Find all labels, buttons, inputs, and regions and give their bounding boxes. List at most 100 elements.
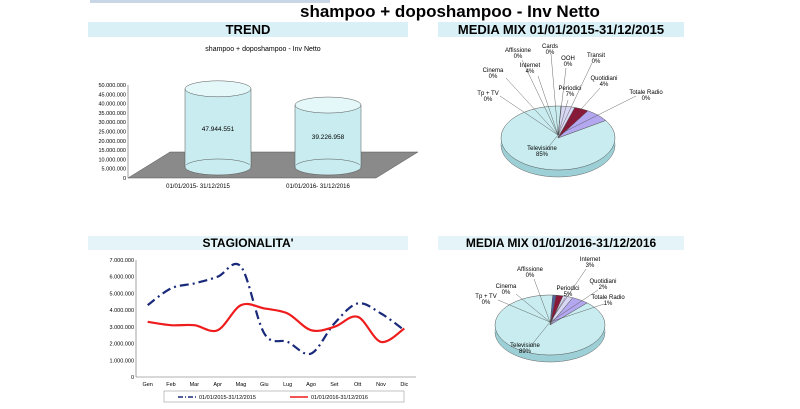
trend-floor: [127, 151, 419, 179]
trend-y-tick: 40.000.000: [98, 102, 126, 108]
line-y-tick: 5.000.000: [110, 291, 134, 297]
page-title: shampoo + doposhampoo - Inv Netto: [300, 2, 600, 21]
legend-label: 01/01/2015-31/12/2015: [199, 395, 256, 401]
trend-y-tick: 35.000.000: [98, 111, 126, 117]
pie-leader-line: [549, 303, 605, 323]
mediamix-2015-header: MEDIA MIX 01/01/2015-31/12/2015: [438, 22, 684, 37]
pie-leader-line: [497, 299, 551, 323]
line-x-tick: Nov: [376, 382, 386, 388]
pie-label-name: Quotidiani: [589, 279, 616, 285]
pie-label-value: 0%: [502, 290, 511, 296]
line-x-tick: Feb: [166, 382, 175, 388]
pie-label-name: Periodici: [556, 286, 579, 292]
trend-chart: shampoo + doposhampoo - Inv Netto 0 5.000…: [98, 46, 419, 190]
trend-category-label: 01/01/2015- 31/12/2015: [166, 184, 230, 190]
pie-leader-line: [533, 278, 551, 323]
line-y-tick: 2.000.000: [110, 342, 134, 348]
pie-label-name: Transit: [587, 53, 605, 59]
pie-label-name: Totale Radio: [629, 90, 663, 96]
trend-y-tick: 15.000.000: [98, 148, 126, 154]
line-x-tick: Dic: [400, 382, 408, 388]
pie-leader-line: [557, 62, 593, 136]
pie-label-value: 0%: [482, 300, 491, 306]
line-y-tick: 7.000.000: [110, 258, 134, 264]
pie-label-name: Cinema: [496, 284, 517, 290]
trend-chart-title: shampoo + doposhampoo - Inv Netto: [205, 46, 320, 53]
pie-leader-line: [499, 95, 559, 136]
pie-label-value: 0%: [564, 62, 573, 68]
line-legend-box: [163, 390, 405, 403]
pie-label-name: Quotidiani: [590, 76, 617, 82]
pie-label-name: Cards: [542, 44, 558, 50]
line-y-tick: 3.000.000: [110, 325, 134, 331]
line-y-tick: 6.000.000: [110, 275, 134, 281]
line-y-tick: 4.000.000: [110, 308, 134, 314]
line-x-tick: Giu: [260, 382, 269, 388]
pie-leader-line: [545, 134, 559, 151]
line-y-tick: 1.000.000: [110, 358, 134, 364]
pie-label-value: 7%: [566, 92, 575, 98]
pie-label-value: 89%: [519, 349, 532, 355]
trend-y-tick: 45.000.000: [98, 92, 126, 98]
stagionalita-chart: 0 1.000.000 2.000.000 3.000.000 4.000.000 5.0…: [110, 258, 416, 403]
trend-cylinder: [184, 80, 252, 176]
line-x-tick: Gen: [142, 382, 152, 388]
pie-label-value: 4%: [600, 82, 609, 88]
pie-leader-line: [521, 59, 559, 136]
line-x-tick: Apr: [213, 382, 222, 388]
pie-label-name: Tp + TV: [477, 91, 498, 97]
pie-leader-line: [529, 321, 551, 348]
pie-leader-line: [515, 293, 551, 323]
pie-label-value: 0%: [592, 59, 601, 65]
pie-label-value: 3%: [586, 263, 595, 269]
pie-leader-line: [537, 75, 559, 136]
pie-leader-line: [549, 289, 599, 323]
pie-leader-line: [557, 95, 637, 136]
pie-label-value: 0%: [514, 54, 523, 60]
pie-label-value: 0%: [642, 96, 651, 102]
trend-y-tick: 50.000.000: [98, 83, 126, 89]
trend-y-tick: 10.000.000: [98, 157, 126, 163]
pie-label-name: Televisione: [527, 146, 557, 152]
pie-label-name: Internet: [520, 63, 541, 69]
pie-label-name: Affissione: [505, 48, 532, 54]
stagionalita-header: STAGIONALITA': [88, 236, 408, 250]
trend-y-tick: 25.000.000: [98, 130, 126, 136]
line-x-tick: Set: [330, 382, 339, 388]
pie-label-value: 0%: [546, 50, 555, 56]
pie-label-name: Totale Radio: [591, 295, 625, 301]
line-x-tick: Ott: [354, 382, 362, 388]
mediamix-2015-pie: Televisione85%Periodici7%Quotidiani4%Int…: [477, 44, 663, 178]
pie-leader-line: [550, 53, 559, 136]
pie-label-name: Internet: [580, 257, 601, 263]
line-x-tick: Mar: [190, 382, 200, 388]
pie-label-name: Affissione: [517, 267, 544, 273]
pie-label-value: 85%: [536, 152, 549, 158]
pie-label-name: Cinema: [483, 68, 504, 74]
line-y-tick: 0: [131, 375, 134, 381]
pie-leader-line: [557, 87, 601, 136]
pie-label-value: 0%: [526, 273, 535, 279]
pie-label-value: 0%: [489, 74, 498, 80]
legend-label: 01/01/2016-31/12/2016: [311, 395, 368, 401]
pie-leader-line: [505, 77, 559, 136]
pie-label-value: 1%: [604, 301, 613, 307]
trend-header: TREND: [88, 22, 408, 37]
trend-y-tick: 0: [123, 176, 126, 182]
pie-label-value: 0%: [484, 97, 493, 103]
line-series-path: [147, 262, 405, 356]
pie-label-name: Tp + TV: [475, 294, 496, 300]
line-x-tick: Mag: [236, 382, 247, 388]
pie-leader-line: [549, 268, 587, 323]
trend-y-tick: 30.000.000: [98, 120, 126, 126]
pie-label-value: 2%: [599, 285, 608, 291]
trend-y-tick: 5.000.000: [102, 167, 126, 173]
trend-y-tick: 20.000.000: [98, 139, 126, 145]
trend-category-label: 01/01/2016- 31/12/2016: [286, 184, 350, 190]
pie-label-name: OOH: [561, 56, 575, 62]
mediamix-2016-pie: Televisione89%Periodici5%Internet3%Quoti…: [475, 257, 625, 363]
pie-leader-line: [557, 67, 567, 136]
pie-slice: [494, 294, 606, 356]
line-x-tick: Lug: [283, 382, 292, 388]
trend-cylinder: [294, 96, 362, 176]
